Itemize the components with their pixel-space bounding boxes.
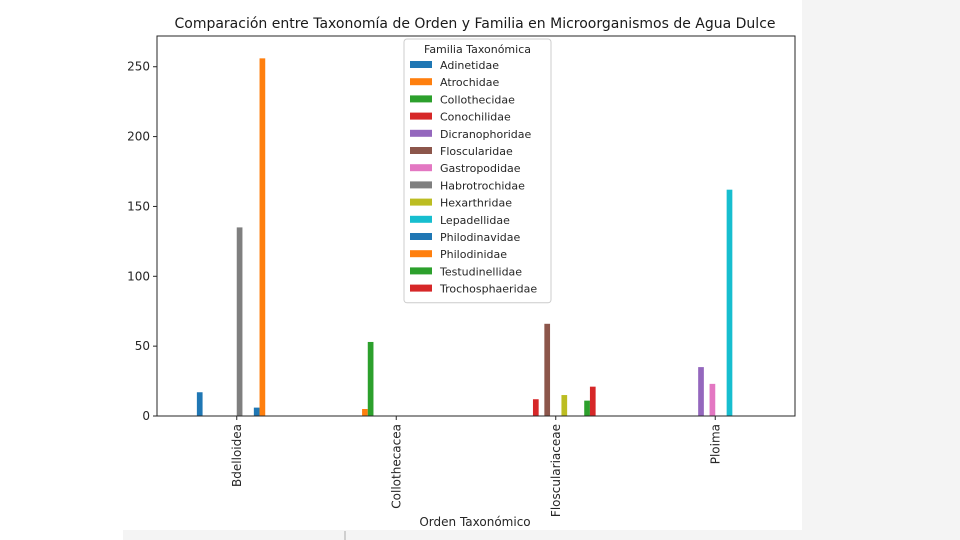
bottom-band bbox=[123, 530, 802, 540]
legend-entry: Conochilidae bbox=[440, 111, 511, 124]
legend-entry: Lepadellidae bbox=[440, 214, 510, 227]
side-panel bbox=[802, 0, 960, 540]
legend-swatch bbox=[410, 78, 432, 86]
y-tick-label: 150 bbox=[127, 199, 150, 213]
legend-entry: Floscularidae bbox=[440, 145, 513, 158]
legend-entry: Testudinellidae bbox=[439, 265, 522, 278]
legend-entry: Philodinavidae bbox=[440, 231, 520, 244]
chart-title: Comparación entre Taxonomía de Orden y F… bbox=[174, 16, 775, 32]
legend-swatch bbox=[410, 95, 432, 103]
x-tick-label: Collothecacea bbox=[389, 424, 403, 509]
legend-box bbox=[403, 38, 552, 304]
legend-swatch bbox=[410, 164, 432, 172]
legend-swatch bbox=[410, 215, 432, 223]
bar bbox=[532, 399, 539, 416]
y-tick-label: 50 bbox=[135, 339, 150, 353]
legend-entry: Habrotrochidae bbox=[440, 179, 525, 192]
bar bbox=[698, 367, 704, 416]
bar bbox=[362, 409, 368, 416]
axis-ticks: 0 50 100 150 200 250 Bdelloidea Collothecacea Fl… bbox=[127, 60, 722, 517]
legend-swatch bbox=[410, 181, 432, 189]
legend-swatch bbox=[410, 284, 432, 292]
legend-entry: Adinetidae bbox=[440, 59, 499, 72]
legend-entry: Atrochidae bbox=[440, 76, 499, 89]
legend-swatch bbox=[410, 129, 432, 137]
bar bbox=[196, 392, 203, 416]
legend-swatch bbox=[410, 267, 432, 275]
legend-swatch bbox=[410, 198, 432, 206]
legend-entry: Hexarthridae bbox=[440, 197, 512, 210]
bar bbox=[367, 341, 374, 416]
legend-entry: Trochosphaeridae bbox=[439, 283, 537, 296]
plot-area bbox=[156, 35, 796, 417]
bar bbox=[589, 386, 596, 416]
legend: Familia Taxonómica Adinetidae Atrochidae Co… bbox=[403, 38, 552, 304]
bar bbox=[253, 407, 260, 416]
y-tick-label: 100 bbox=[127, 269, 150, 283]
x-tick-label: Ploima bbox=[708, 424, 722, 464]
bars bbox=[196, 58, 733, 417]
y-tick-label: 250 bbox=[127, 60, 150, 74]
page-background-left bbox=[0, 0, 123, 540]
bar bbox=[584, 400, 590, 416]
bar bbox=[709, 383, 716, 416]
bar bbox=[236, 227, 243, 416]
bar bbox=[259, 58, 266, 417]
legend-swatch bbox=[410, 233, 432, 240]
y-tick-label: 0 bbox=[142, 409, 150, 423]
bar bbox=[544, 323, 551, 416]
legend-entry: Collothecidae bbox=[440, 93, 515, 106]
legend-entry: Philodinidae bbox=[440, 248, 507, 261]
x-axis-label: Orden Taxonómico bbox=[419, 515, 530, 529]
y-tick-label: 200 bbox=[127, 130, 150, 144]
x-tick-label: Flosculariaceae bbox=[549, 424, 563, 517]
bar bbox=[561, 395, 568, 416]
legend-swatch bbox=[410, 250, 432, 258]
legend-entry: Gastropodidae bbox=[440, 162, 521, 175]
legend-swatch bbox=[410, 112, 432, 120]
legend-swatch bbox=[410, 61, 432, 68]
x-tick-label: Bdelloidea bbox=[230, 424, 244, 487]
legend-entry: Dicranophoridae bbox=[440, 128, 532, 141]
legend-swatch bbox=[410, 147, 432, 154]
bottom-divider bbox=[344, 531, 346, 540]
bar bbox=[726, 189, 733, 416]
legend-title: Familia Taxonómica bbox=[424, 43, 531, 56]
